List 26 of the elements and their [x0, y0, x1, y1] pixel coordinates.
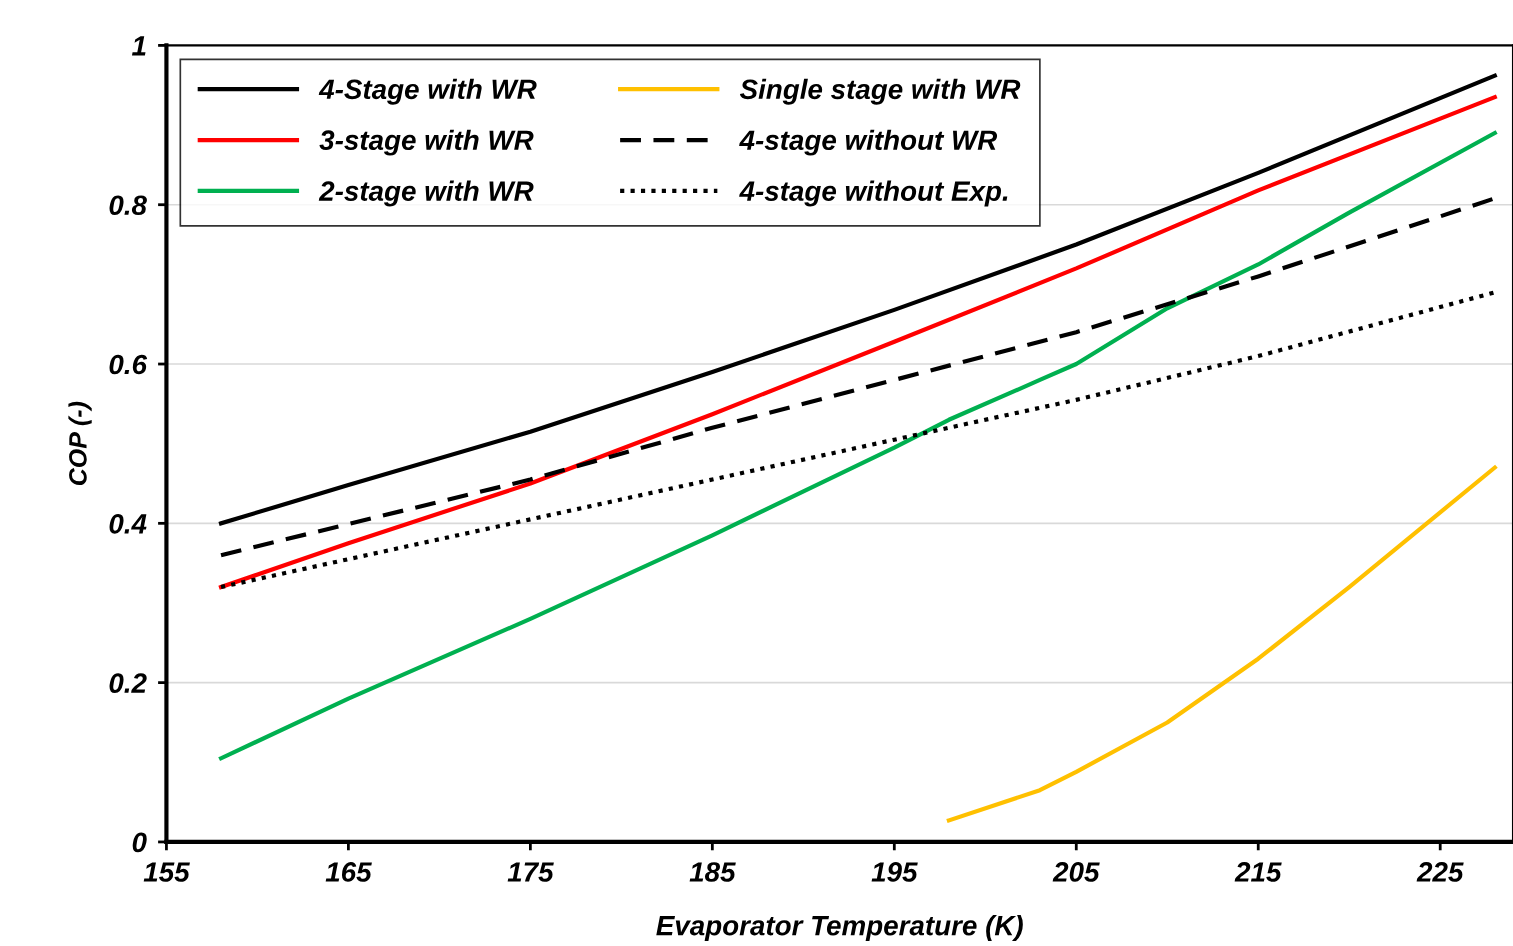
y-tick-label: 0.8 [109, 195, 147, 216]
y-tick-label: 1 [131, 36, 146, 56]
y-tick-label: 0 [132, 832, 147, 853]
line-series [218, 130, 1497, 761]
legend-label: 3-stage with WR [319, 129, 534, 156]
y-tick-label: 0.6 [109, 354, 148, 375]
x-tick-label: 155 [143, 862, 190, 882]
x-axis-title: Evaporator Temperature (K) [656, 915, 1023, 941]
x-tick-label: 215 [1234, 862, 1282, 882]
legend-label: Single stage with WR [739, 78, 1021, 105]
x-tick-label: 205 [1052, 862, 1100, 882]
line-series [946, 465, 1497, 823]
x-tick-label: 185 [689, 862, 736, 882]
x-tick-label: 225 [1416, 862, 1464, 882]
x-tick-label: 195 [871, 862, 918, 882]
legend-label: 4-Stage with WR [318, 78, 537, 105]
x-tick-label: 165 [325, 862, 372, 882]
y-tick-label: 0.2 [109, 673, 147, 693]
line-series [218, 73, 1497, 526]
legend-label: 4-stage without WR [739, 129, 998, 156]
y-tick-label: 0.4 [109, 514, 147, 534]
y-axis-title: COP (-) [68, 401, 92, 486]
x-tick-label: 175 [507, 862, 554, 882]
line-series [218, 290, 1497, 590]
legend-label: 4-stage without Exp. [739, 180, 1008, 207]
legend-label: 2-stage with WR [318, 180, 534, 207]
